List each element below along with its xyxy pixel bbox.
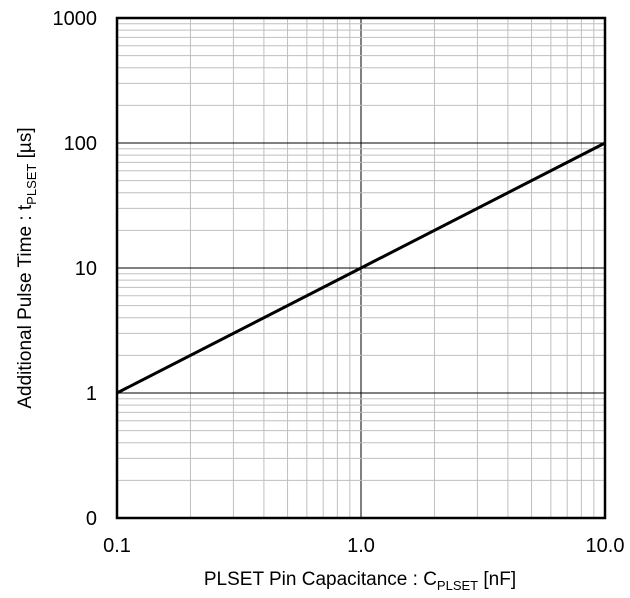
x-axis-title: PLSET Pin Capacitance : CPLSET [nF]	[204, 569, 516, 593]
y-tick-label: 10	[75, 258, 97, 280]
x-tick-label: 0.1	[103, 535, 131, 557]
y-tick-label: 1000	[53, 8, 98, 30]
series-layer	[116, 141, 606, 395]
y-axis-title-main: Additional Pulse Time : t	[15, 204, 36, 409]
y-tick-label: 0	[86, 508, 97, 530]
x-tick-label: 10.0	[586, 535, 625, 557]
x-axis-title-subscript: PLSET	[437, 578, 478, 593]
x-axis-title-main: PLSET Pin Capacitance : C	[204, 569, 437, 590]
grid	[117, 18, 605, 518]
series-line-1	[116, 141, 606, 395]
y-axis-title-subscript: PLSET	[24, 164, 39, 205]
y-axis-title: Additional Pulse Time : tPLSET [µs]	[15, 127, 39, 408]
y-axis-title-unit: [µs]	[15, 127, 36, 163]
y-tick-label: 1	[86, 383, 97, 405]
tick-labels: 0.1 1.0 10.0 0 1 10 100 1000	[53, 8, 625, 557]
y-tick-label: 100	[64, 133, 97, 155]
x-tick-label: 1.0	[347, 535, 375, 557]
x-axis-title-unit: [nF]	[478, 569, 516, 590]
plot-frame	[115, 16, 607, 520]
